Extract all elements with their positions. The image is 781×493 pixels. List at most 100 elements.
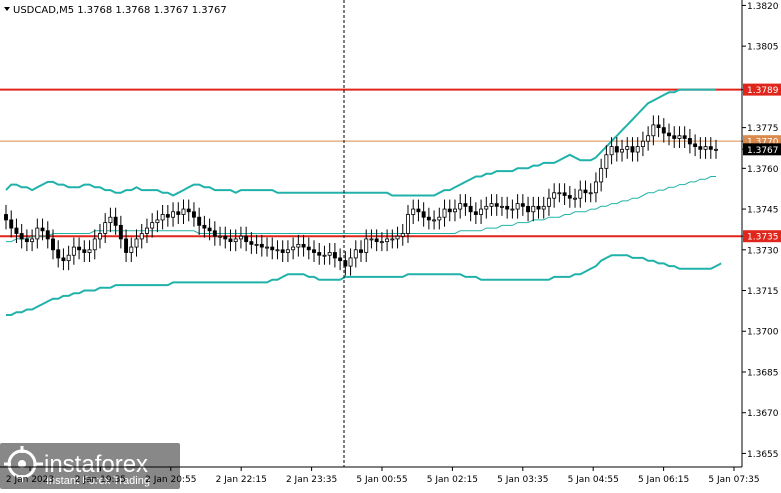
candle xyxy=(604,145,609,178)
candle xyxy=(620,139,624,162)
candle xyxy=(667,123,671,146)
candle xyxy=(359,240,363,263)
candle xyxy=(317,243,322,265)
candle xyxy=(259,234,264,257)
y-tick-label: 1.3789 xyxy=(747,86,779,96)
candle xyxy=(374,229,379,252)
y-tick-label: 1.3767 xyxy=(747,146,779,156)
candle xyxy=(129,237,134,263)
candle xyxy=(103,213,108,244)
y-tick-label: 1.3685 xyxy=(747,368,779,378)
candle xyxy=(651,115,656,146)
candle xyxy=(338,248,343,271)
candle xyxy=(546,188,551,216)
candle xyxy=(625,137,630,159)
candle xyxy=(150,213,155,238)
candle xyxy=(505,196,510,219)
candle xyxy=(442,199,447,227)
candle xyxy=(312,240,316,263)
y-tick-label: 1.3735 xyxy=(747,233,779,243)
candle xyxy=(677,126,682,148)
y-label-box xyxy=(743,230,781,243)
candle xyxy=(432,210,437,230)
y-tick-label: 1.3655 xyxy=(747,450,779,460)
candle xyxy=(390,229,395,249)
candle xyxy=(87,240,92,263)
candle xyxy=(353,240,358,268)
bollinger-lower-line xyxy=(6,254,722,316)
candle xyxy=(468,196,473,222)
dropdown-arrow-icon xyxy=(4,7,10,11)
candle xyxy=(35,218,40,249)
candle xyxy=(562,183,567,205)
candle xyxy=(24,229,29,252)
candle xyxy=(714,139,718,159)
candle xyxy=(421,202,426,227)
x-tick-label: 5 Jan 07:35 xyxy=(708,475,759,485)
candle xyxy=(588,183,593,203)
candle xyxy=(364,229,369,263)
y-label-box xyxy=(743,143,781,156)
candle xyxy=(578,180,583,208)
candle xyxy=(411,199,416,224)
chart-header: USDCAD,M5 1.3768 1.3768 1.3767 1.3767 xyxy=(4,5,227,16)
candle xyxy=(155,210,160,233)
candle xyxy=(515,194,520,219)
candle xyxy=(291,237,296,260)
candle xyxy=(139,223,144,249)
candle xyxy=(510,199,515,219)
candle xyxy=(301,234,306,257)
candle xyxy=(275,240,280,260)
y-tick-label: 1.3805 xyxy=(747,43,779,53)
x-tick-label: 2 Jan 2023 xyxy=(6,475,54,485)
x-tick-label: 2 Jan 22:15 xyxy=(216,475,267,485)
candle xyxy=(379,232,384,252)
candle xyxy=(489,194,494,216)
candle xyxy=(682,126,687,148)
candle xyxy=(661,118,666,143)
candle xyxy=(698,137,703,159)
candle xyxy=(494,194,499,216)
candle xyxy=(708,137,713,159)
candle xyxy=(343,251,348,276)
candle xyxy=(609,137,614,165)
candle xyxy=(249,232,254,254)
candle xyxy=(212,221,217,246)
candle xyxy=(51,229,55,260)
candle xyxy=(703,137,708,159)
candle xyxy=(45,221,50,249)
candle xyxy=(244,226,249,252)
x-tick-label: 5 Jan 04:55 xyxy=(568,475,619,485)
instaforex-logo-icon xyxy=(4,446,43,482)
candle xyxy=(71,237,76,265)
candle xyxy=(322,245,327,265)
candle xyxy=(124,229,129,263)
candle xyxy=(30,229,35,252)
candle xyxy=(134,229,139,257)
candle xyxy=(228,229,233,252)
candle xyxy=(453,199,457,222)
candle xyxy=(463,194,468,216)
candle xyxy=(557,183,562,203)
candle xyxy=(160,204,165,230)
x-tick-label: 5 Jan 02:15 xyxy=(427,475,478,485)
candle xyxy=(447,199,452,222)
candle xyxy=(280,240,285,263)
y-tick-label: 1.3745 xyxy=(747,206,779,216)
candle xyxy=(265,237,269,257)
candle xyxy=(165,204,170,227)
watermark-brand: instaforex xyxy=(44,451,148,478)
candle xyxy=(599,158,604,192)
candle xyxy=(171,202,176,227)
x-tick-label: 5 Jan 06:15 xyxy=(638,475,689,485)
bollinger-bands xyxy=(5,88,722,316)
y-tick-label: 1.3820 xyxy=(747,2,779,12)
candle xyxy=(186,199,191,222)
x-tick-label: 5 Jan 00:55 xyxy=(356,475,407,485)
candle xyxy=(218,226,223,246)
watermark-logo: instaforex Instant Forex Trading xyxy=(0,443,180,489)
candle xyxy=(14,218,19,244)
